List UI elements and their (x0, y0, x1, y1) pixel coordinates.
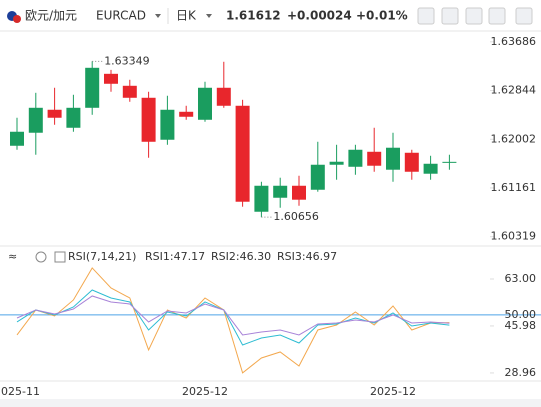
indicator-title: RSI(7,14,21) (68, 250, 136, 263)
add-icon[interactable] (54, 251, 66, 263)
x-tick-label: 2025-12 (370, 385, 416, 398)
flag-icon (13, 15, 21, 23)
candle-body (160, 109, 175, 140)
footer-bar (0, 399, 541, 407)
candle-body (28, 107, 43, 133)
candle-body (47, 109, 62, 118)
y-tick-label: 1.60319 (491, 230, 537, 243)
candle-body (235, 105, 250, 202)
y-tick-label: 1.62844 (491, 84, 537, 97)
candle-body (423, 163, 438, 174)
tool-button[interactable] (465, 7, 483, 25)
settings-icon[interactable] (35, 251, 47, 263)
candle-body (442, 161, 457, 163)
candle-body (329, 161, 344, 165)
rsi-line (16, 295, 450, 336)
candle-body (85, 67, 100, 108)
tool-button[interactable] (488, 7, 506, 25)
annotation: 1.60656 (273, 210, 319, 223)
candle-body (404, 152, 419, 172)
dropdown-arrow[interactable] (155, 14, 161, 18)
y-tick-label: 45.98 (505, 319, 537, 332)
candle-body (216, 87, 231, 106)
legend-entry: RSI3:46.97 (277, 250, 337, 263)
candle-body (10, 131, 24, 146)
x-tick-label: 2025-11 (0, 385, 40, 398)
annotation: 1.63349 (104, 54, 150, 67)
candle-body (141, 97, 156, 142)
symbol[interactable]: EURCAD (96, 9, 146, 23)
candle-body (104, 73, 118, 84)
change: +0.00024 (287, 9, 352, 23)
period[interactable]: 日K (176, 9, 197, 23)
price: 1.61612 (226, 9, 281, 23)
x-tick-label: 2025-12 (182, 385, 228, 398)
candle-body (310, 164, 325, 190)
candle-body (198, 87, 212, 120)
candle-body (122, 85, 137, 98)
pair-name[interactable]: 欧元/加元 (25, 9, 77, 23)
dropdown-arrow[interactable] (206, 14, 212, 18)
candle-body (367, 151, 382, 166)
candle-body (348, 149, 363, 167)
candle-body (292, 185, 306, 200)
y-tick-label: 1.62002 (491, 132, 537, 145)
indicator-icon[interactable]: ≈ (8, 250, 17, 263)
legend-entry: RSI1:47.17 (145, 250, 205, 263)
y-tick-label: 28.96 (505, 366, 537, 379)
change-pct: +0.01% (356, 9, 408, 23)
y-tick-label: 63.00 (505, 272, 537, 285)
candle-body (66, 107, 81, 128)
reference-label: 50.00 (505, 308, 537, 321)
candle-body (273, 185, 288, 198)
expand-button[interactable] (515, 7, 533, 25)
y-tick-label: 1.63686 (491, 35, 537, 48)
candle-body (386, 147, 400, 170)
y-tick-label: 1.61161 (491, 181, 537, 194)
tool-button[interactable] (441, 7, 459, 25)
candle-body (179, 111, 194, 117)
legend-entry: RSI2:46.30 (211, 250, 271, 263)
tool-button[interactable] (417, 7, 435, 25)
candle-body (254, 185, 269, 212)
